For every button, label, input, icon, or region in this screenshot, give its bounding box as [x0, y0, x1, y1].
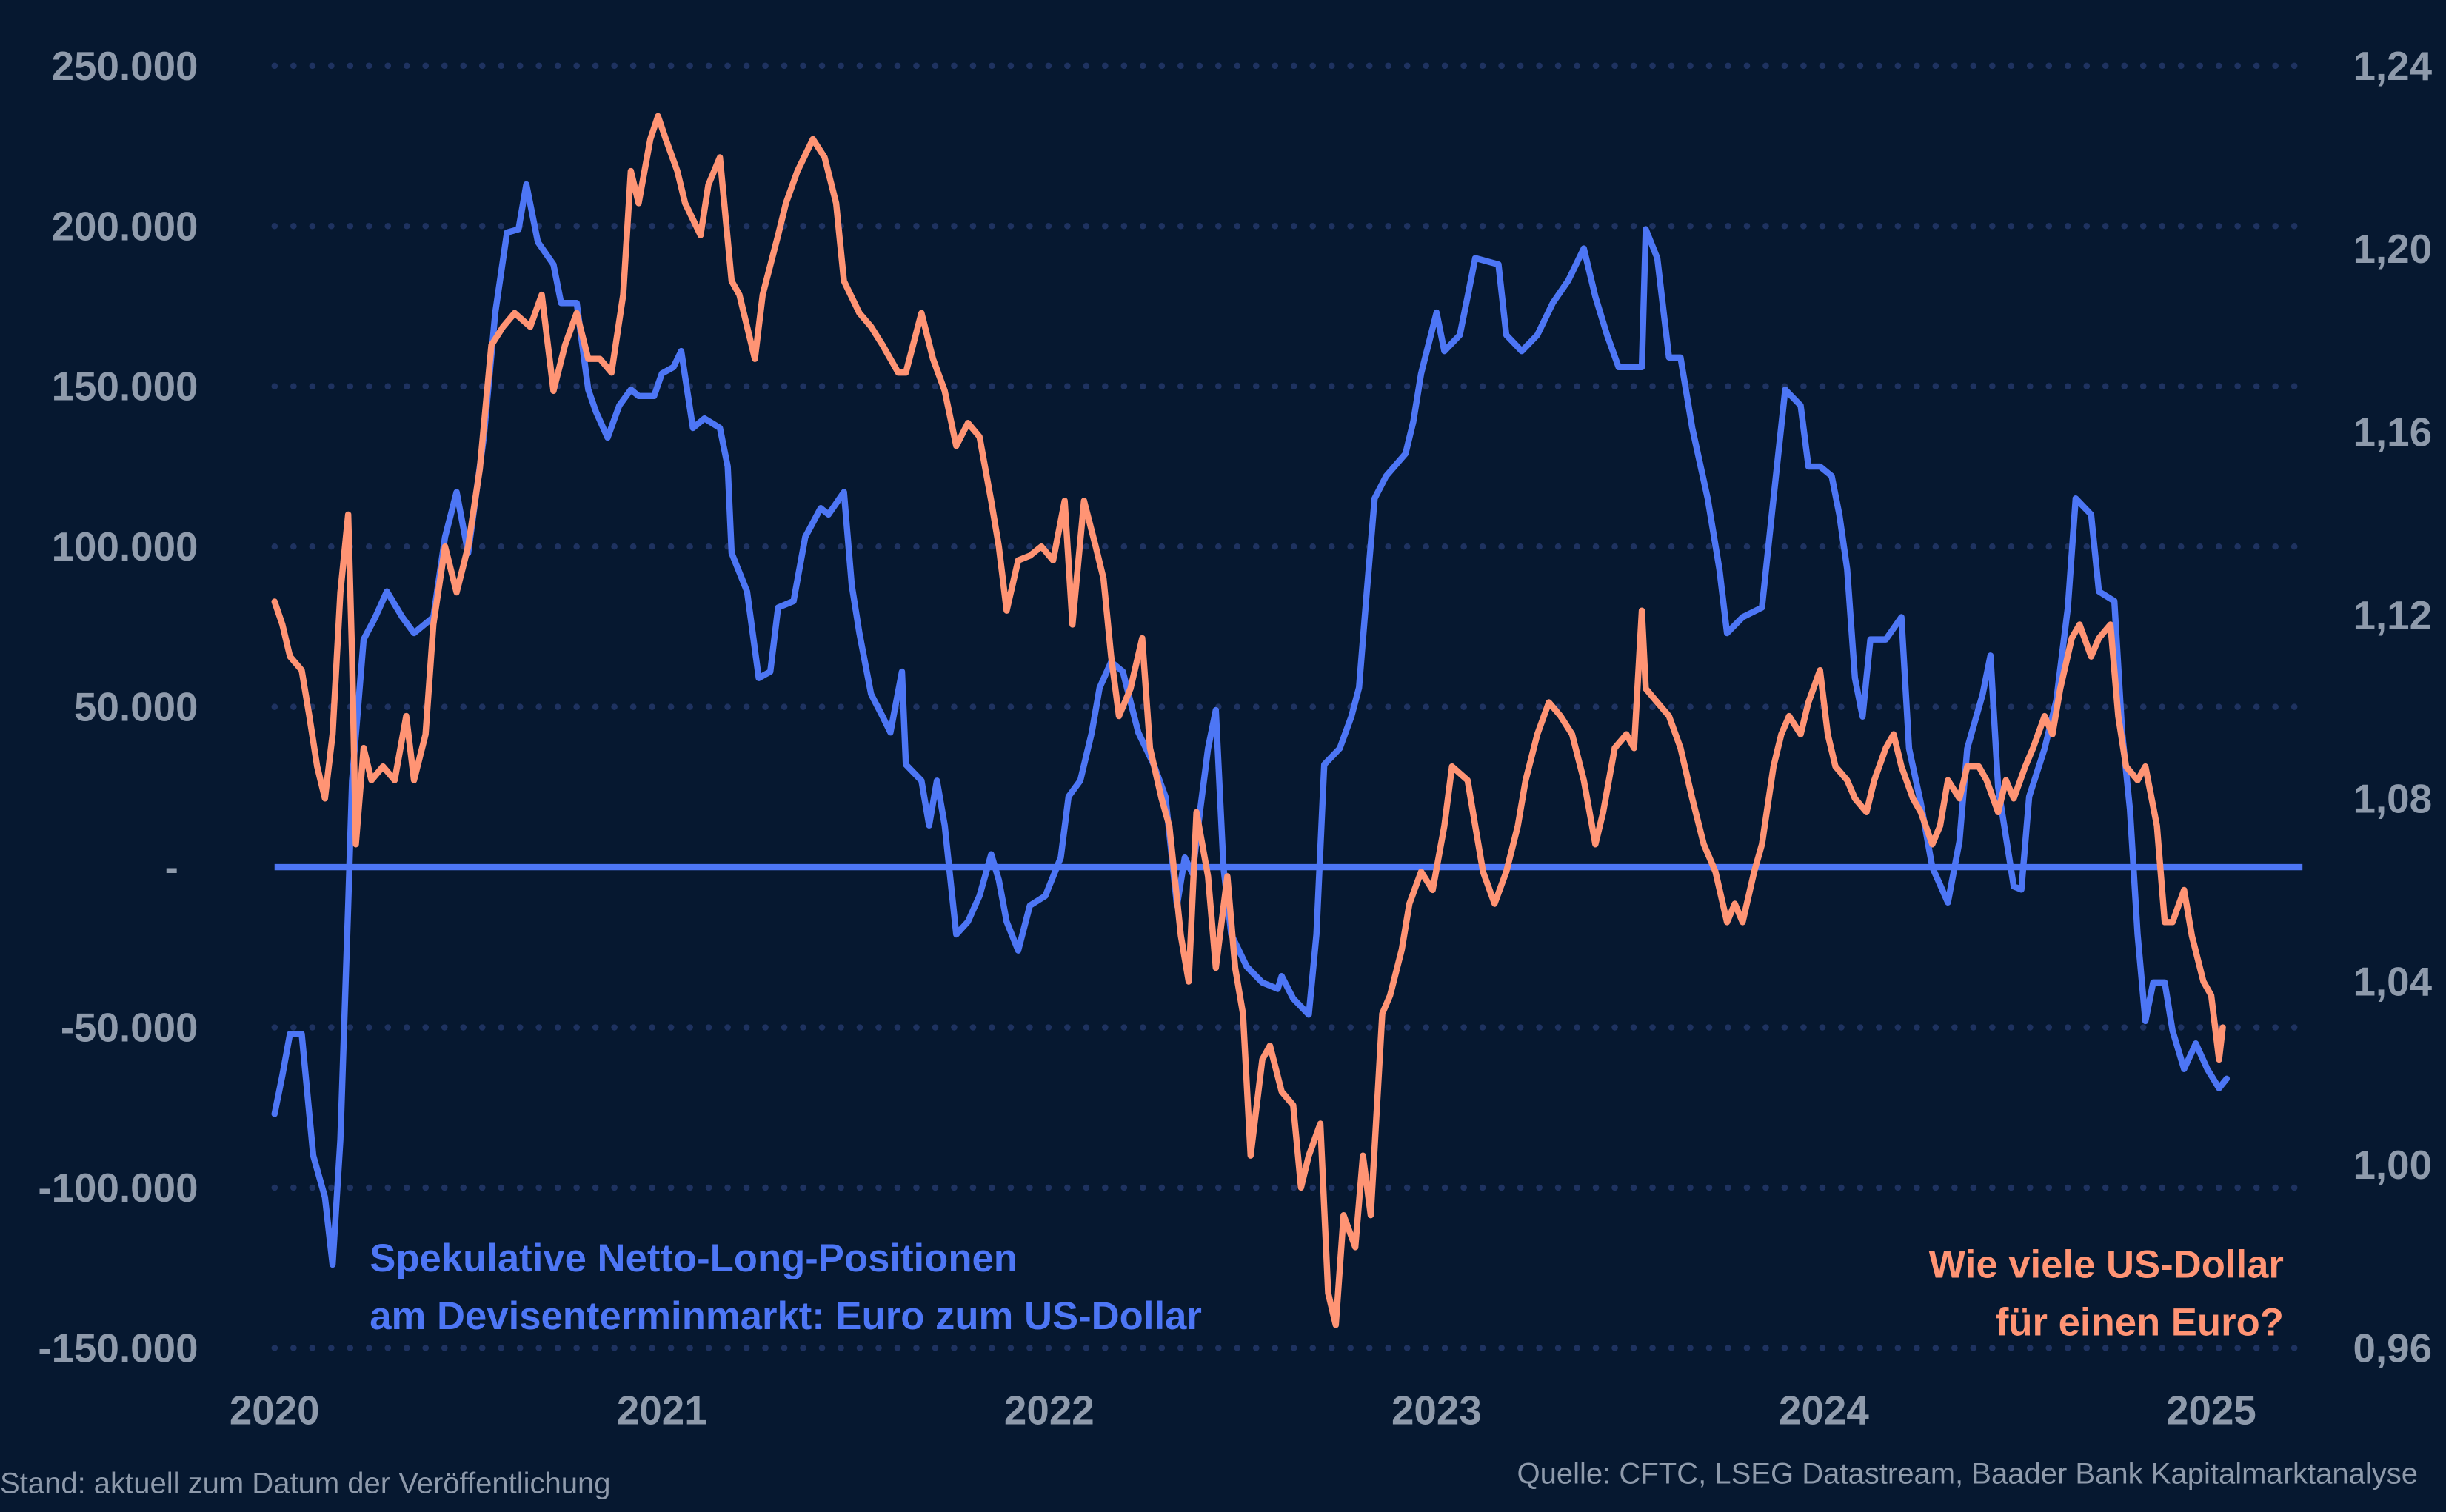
x-tick-label: 2021 — [617, 1388, 707, 1434]
legend-orange-line-1: Wie viele US-Dollar — [1928, 1243, 2283, 1287]
x-tick-label: 2025 — [2166, 1388, 2256, 1434]
x-tick-label: 2022 — [1004, 1388, 1095, 1434]
right-tick-label: 1,00 — [2353, 1142, 2432, 1188]
x-tick-label: 2023 — [1391, 1388, 1482, 1434]
right-tick-label: 1,24 — [2353, 43, 2432, 89]
left-tick-label: 150.000 — [52, 364, 198, 409]
right-tick-label: 0,96 — [2353, 1325, 2432, 1371]
right-tick-label: 1,04 — [2353, 959, 2432, 1005]
right-axis: 1,24 1,20 1,16 1,12 1,08 1,04 1,00 0,96 — [2353, 43, 2432, 1371]
left-tick-label: 100.000 — [52, 523, 198, 569]
right-tick-label: 1,20 — [2353, 226, 2432, 272]
x-axis: 2020 2021 2022 2023 2024 2025 — [230, 1388, 2256, 1434]
x-tick-label: 2024 — [1779, 1388, 1869, 1434]
legend-blue-line-1: Spekulative Netto-Long-Positionen — [370, 1237, 1018, 1280]
left-tick-label: 200.000 — [52, 203, 198, 249]
series-line-eurusd — [271, 113, 2226, 1328]
x-tick-label: 2020 — [230, 1388, 320, 1434]
left-tick-label: -50.000 — [61, 1004, 198, 1050]
right-tick-label: 1,12 — [2353, 592, 2432, 638]
footer-source: Quelle: CFTC, LSEG Datastream, Baader Ba… — [1517, 1458, 2419, 1491]
left-axis: 250.000 200.000 150.000 100.000 50.000 - -50.0… — [38, 43, 198, 1371]
footer-date-note: Stand: aktuell zum Datum der Veröffentli… — [0, 1467, 611, 1499]
series-points — [274, 116, 2223, 1325]
legend-orange-line-2: für einen Euro? — [1996, 1301, 2284, 1345]
right-tick-label: 1,16 — [2353, 409, 2432, 455]
right-tick-label: 1,08 — [2353, 775, 2432, 821]
series-line-net-long-positions — [271, 181, 2231, 1268]
left-tick-label: - — [165, 844, 178, 890]
left-tick-label: 250.000 — [52, 43, 198, 89]
gridlines — [271, 62, 2303, 1351]
left-tick-label: -100.000 — [38, 1165, 198, 1211]
legend-blue-line-2: am Devisenterminmarkt: Euro zum US-Dolla… — [370, 1294, 1202, 1338]
series-group — [271, 113, 2231, 1328]
left-tick-label: 50.000 — [74, 684, 198, 730]
left-tick-label: -150.000 — [38, 1325, 198, 1371]
